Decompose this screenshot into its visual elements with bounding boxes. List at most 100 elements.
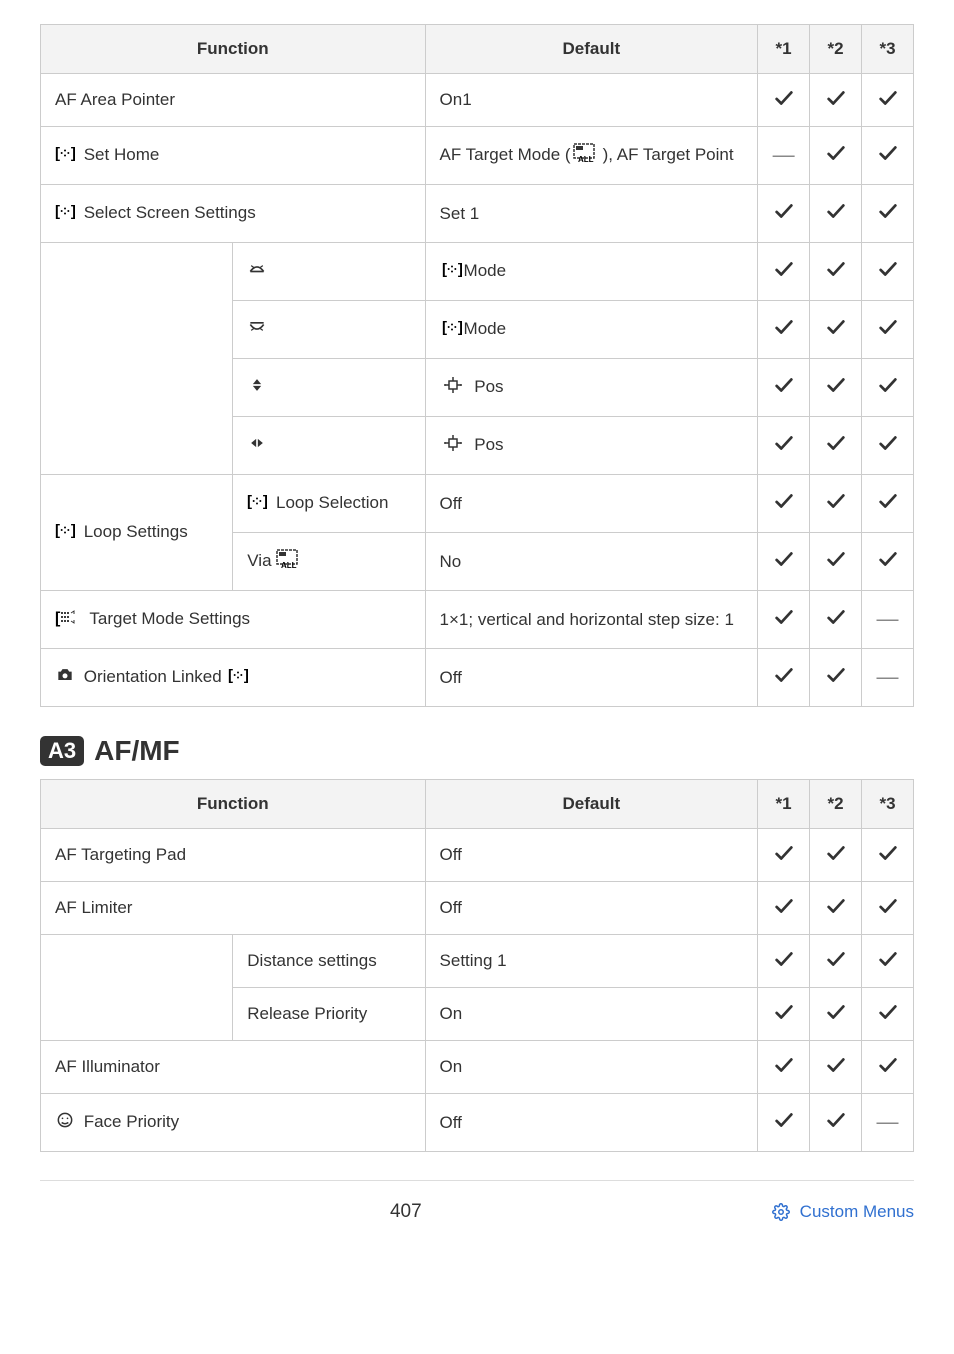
check-icon [773,200,795,222]
dash-icon: — [877,606,899,631]
th-default: Default [425,25,758,74]
th-c3: *3 [862,780,914,829]
th-c2: *2 [810,25,862,74]
default-label: Pos [470,435,504,454]
check-icon [825,948,847,970]
check-icon [773,1001,795,1023]
check-icon [877,490,899,512]
check-icon [773,606,795,628]
function-label: AF Targeting Pad [55,845,186,864]
custom-menus-link[interactable]: Custom Menus [772,1202,914,1222]
th-function: Function [41,780,426,829]
function-label: AF Illuminator [55,1057,160,1076]
page-footer: 407 Custom Menus [40,1180,914,1223]
table-row: AF Illuminator On [41,1041,914,1094]
default-label: Pos [470,377,504,396]
svg-text:[: [ [442,319,447,336]
check-icon [773,490,795,512]
svg-text:]: ] [71,203,75,220]
check-icon [773,664,795,686]
check-icon [877,258,899,280]
check-icon [773,258,795,280]
table-row: AF Area Pointer On1 [41,74,914,127]
settings-table-2: Function Default *1 *2 *3 AF Targeting P… [40,779,914,1152]
check-icon [877,548,899,570]
af-target-icon: [] [55,143,75,163]
check-icon [825,548,847,570]
check-icon [877,948,899,970]
svg-text:ALL: ALL [281,561,297,569]
check-icon [877,142,899,164]
check-icon [825,1109,847,1131]
function-label: Orientation Linked [79,667,226,686]
updown-icon [247,375,267,395]
th-function: Function [41,25,426,74]
svg-text:[: [ [55,522,60,539]
svg-text:]: ] [71,145,75,162]
table-row: AF LimiterOff [41,882,914,935]
check-icon [877,895,899,917]
section-heading: A3 AF/MF [40,735,914,767]
check-icon [877,432,899,454]
table-row: [] Select Screen SettingsSet 1 [41,185,914,243]
default-label: Mode [464,261,507,280]
check-icon [825,490,847,512]
default-label: Off [440,1113,462,1132]
function-label: AF Area Pointer [55,90,175,109]
check-icon [773,1109,795,1131]
svg-text:ALL: ALL [578,155,594,163]
table-row: []Mode [41,243,914,301]
table-row: [] Set HomeAF Target Mode (ALL), AF Targ… [41,127,914,185]
face-icon [55,1110,75,1130]
gear-icon [772,1203,790,1221]
default-label: Off [440,845,462,864]
check-icon [877,1054,899,1076]
check-icon [773,87,795,109]
default-label: On1 [440,90,472,109]
check-icon [825,895,847,917]
svg-text:]: ] [244,667,248,684]
cross-pos-icon [442,375,468,395]
check-icon [825,316,847,338]
default-label: 1×1; vertical and horizontal step size: … [440,610,734,629]
all-grid-icon: ALL [573,143,601,163]
table-row: [ Target Mode Settings1×1; vertical and … [41,591,914,649]
svg-text:[: [ [55,610,61,627]
check-icon [825,200,847,222]
check-icon [825,432,847,454]
default-label: Off [440,494,462,513]
check-icon [877,200,899,222]
section-badge: A3 [40,736,84,766]
check-icon [773,948,795,970]
default-label: Off [440,898,462,917]
function-label: Face Priority [79,1112,179,1131]
af-target-icon: [] [247,491,267,511]
svg-text:[: [ [55,203,60,220]
check-icon [877,87,899,109]
custom-grid-icon: [ [55,607,81,627]
check-icon [825,374,847,396]
check-icon [825,258,847,280]
rear-dial-icon [247,317,267,337]
svg-text:[: [ [442,261,447,278]
leftright-icon [247,433,267,453]
th-c2: *2 [810,780,862,829]
default-label: Off [440,668,462,687]
function-label: Set Home [79,145,159,164]
check-icon [773,374,795,396]
dash-icon: — [877,664,899,689]
check-icon [877,316,899,338]
table-row: Face Priority Off — [41,1094,914,1152]
table-row: AF Targeting Pad Off [41,829,914,882]
af-target-icon: [] [55,520,75,540]
dash-icon: — [877,1109,899,1134]
default-label: Setting 1 [440,951,507,970]
footer-link-label: Custom Menus [800,1202,914,1222]
front-dial-icon [247,259,267,279]
dash-icon: — [773,142,795,167]
svg-text:[: [ [55,145,60,162]
check-icon [825,1054,847,1076]
check-icon [877,1001,899,1023]
all-grid-icon: ALL [276,549,304,569]
default-label: On [440,1057,463,1076]
